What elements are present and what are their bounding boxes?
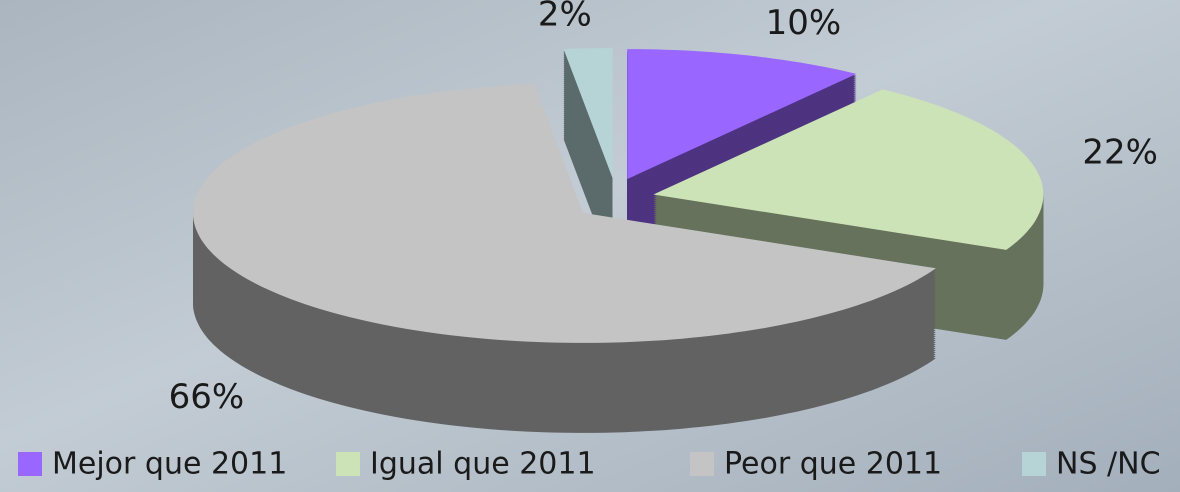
slice-top <box>563 48 613 178</box>
legend-label: Mejor que 2011 <box>52 447 287 482</box>
legend-swatch <box>336 452 360 476</box>
value-label: 2% <box>538 0 592 34</box>
pie-slice <box>563 48 613 268</box>
value-label: 22% <box>1082 133 1158 173</box>
slice-top <box>193 84 936 343</box>
slice-top <box>627 49 857 180</box>
value-label: 66% <box>169 377 245 417</box>
legend-label: NS /NC <box>1056 447 1161 482</box>
pie-slice <box>193 84 936 433</box>
value-label: 10% <box>766 3 842 43</box>
legend-swatch <box>1022 452 1046 476</box>
legend-label: Peor que 2011 <box>724 447 942 482</box>
legend-label: Igual que 2011 <box>370 447 596 482</box>
legend-swatch <box>18 452 42 476</box>
slice-top <box>653 89 1044 250</box>
legend-swatch <box>690 452 714 476</box>
